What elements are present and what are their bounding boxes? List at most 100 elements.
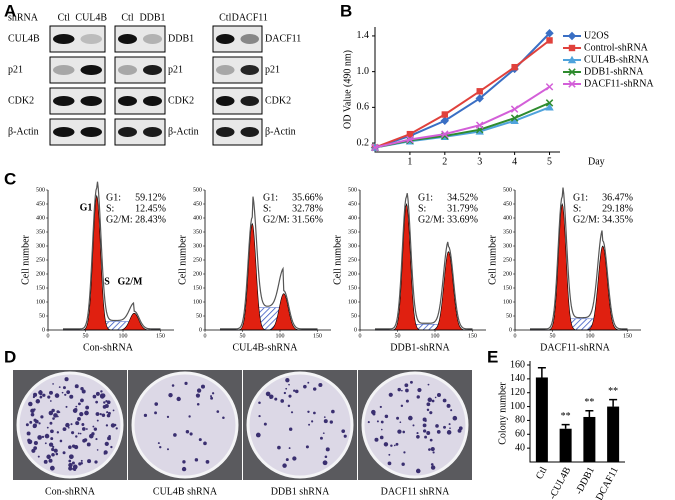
colony: [104, 441, 109, 446]
y-tick-label: 150: [193, 285, 202, 291]
y-tick-label: 150: [348, 285, 357, 291]
colony: [311, 420, 314, 423]
colony: [29, 420, 33, 424]
colony: [307, 410, 310, 413]
colony: [383, 442, 389, 447]
stat-label: S:: [418, 203, 426, 214]
colony: [92, 425, 95, 428]
colony: [51, 447, 55, 452]
colony: [75, 405, 78, 408]
colony: [305, 445, 309, 449]
y-tick-label: 50: [351, 313, 357, 319]
band: [118, 65, 137, 75]
y-tick-label: 100: [36, 299, 45, 305]
y-tick-label: 100: [348, 299, 357, 305]
colony: [47, 395, 51, 399]
colony: [436, 429, 441, 434]
y-axis-label: Cell number: [487, 234, 498, 284]
colony: [48, 442, 54, 447]
blot-row-label: β-Actin: [8, 126, 39, 137]
histogram-caption: DDB1-shRNA: [390, 342, 450, 353]
colony: [422, 423, 427, 428]
band: [216, 65, 235, 75]
y-tick-label: 400: [348, 215, 357, 221]
lane-label: DACF11: [232, 12, 268, 23]
colony: [39, 395, 43, 399]
dish: [16, 371, 124, 479]
colony: [77, 432, 80, 435]
y-axis-label: Colony number: [497, 382, 508, 445]
colony: [64, 377, 69, 382]
colony: [294, 389, 299, 394]
colony: [59, 439, 63, 443]
histogram-caption: DACF11-shRNA: [540, 342, 610, 353]
lane-label: Ctl: [121, 12, 133, 23]
colony: [255, 432, 261, 438]
colony: [96, 449, 99, 451]
x-tick-label: 0: [47, 333, 50, 339]
colony: [115, 427, 118, 430]
colony: [290, 411, 294, 414]
colony: [288, 394, 292, 398]
colony: [58, 411, 61, 414]
colony: [258, 401, 261, 405]
colony: [51, 452, 55, 457]
colony: [74, 445, 79, 450]
colony: [367, 421, 370, 424]
colony: [430, 447, 435, 452]
colony: [324, 455, 328, 459]
colony: [288, 447, 291, 449]
colony: [52, 383, 54, 385]
panel-label: A: [4, 1, 16, 20]
stat-value: 31.56%: [292, 214, 323, 225]
lane-label: DDB1: [139, 12, 165, 23]
colony: [405, 388, 409, 393]
colony: [143, 413, 148, 417]
colony: [396, 416, 400, 420]
colony: [49, 465, 55, 471]
colony: [431, 399, 435, 403]
marker: [568, 68, 576, 76]
colony: [49, 421, 53, 425]
band: [143, 96, 162, 106]
x-tick-label: 5: [547, 156, 552, 167]
colony: [56, 415, 59, 418]
colony: [293, 389, 296, 392]
colony: [430, 463, 434, 466]
colony: [27, 438, 31, 443]
legend-label: U2OS: [584, 30, 609, 41]
marker: [545, 103, 554, 111]
marker: [510, 116, 519, 124]
y-tick-label: 300: [503, 243, 512, 249]
colony: [379, 405, 382, 409]
colony: [277, 445, 281, 450]
colony: [69, 394, 74, 399]
colony: [166, 448, 169, 451]
colony: [435, 424, 439, 428]
colony: [92, 394, 97, 399]
colony: [32, 424, 37, 429]
colony: [80, 461, 83, 465]
blot-row-label: CUL4B: [8, 33, 40, 44]
y-tick-label: 200: [193, 271, 202, 277]
colony: [54, 393, 60, 398]
colony: [210, 395, 213, 398]
colony: [38, 422, 41, 425]
colony: [44, 442, 47, 445]
x-tick-label: 100: [586, 333, 595, 339]
colony: [424, 419, 427, 423]
band: [80, 127, 102, 137]
colony: [176, 396, 181, 402]
colony: [258, 414, 261, 418]
band: [53, 34, 75, 44]
colony: [388, 392, 393, 397]
significance: **: [584, 397, 594, 408]
band: [53, 65, 75, 75]
colony: [402, 430, 406, 434]
blot-row-label: p21: [8, 64, 23, 75]
colony: [288, 427, 293, 431]
marker: [371, 143, 379, 152]
lane-label: Ctl: [58, 12, 70, 23]
band: [240, 96, 259, 106]
error-bar: [585, 409, 594, 417]
